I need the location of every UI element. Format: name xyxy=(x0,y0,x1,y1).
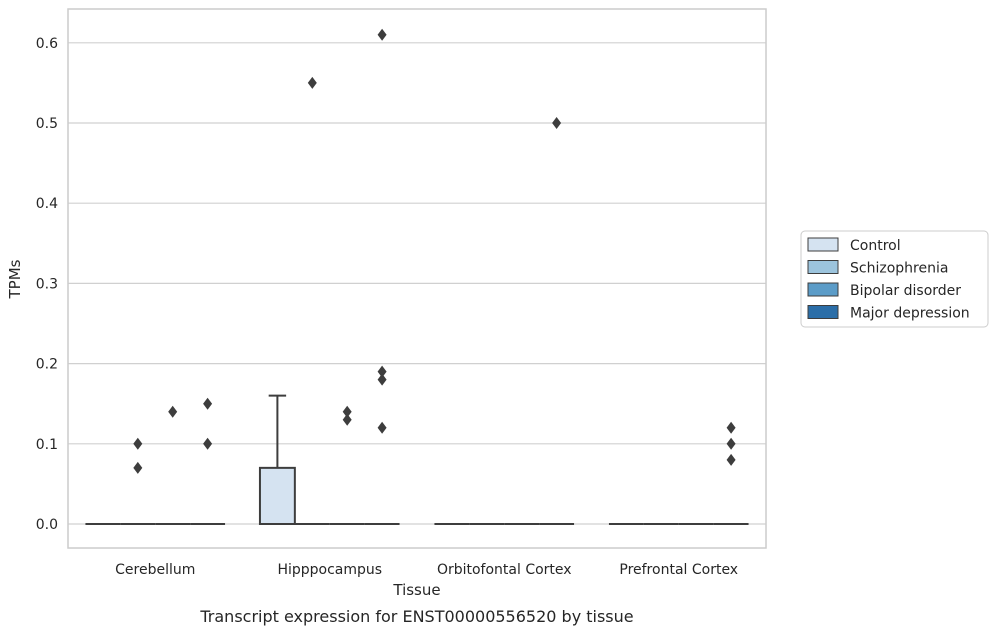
outlier-point xyxy=(377,421,387,434)
outlier-point xyxy=(203,437,213,450)
box-body xyxy=(258,466,296,525)
box-control xyxy=(258,394,296,525)
boxes xyxy=(85,394,749,525)
outlier-point xyxy=(552,117,562,129)
x-tick-labels: Cerebellum Hipppocampus Orbitofontal Corte… xyxy=(115,562,738,578)
y-tick-label: 0.4 xyxy=(36,196,58,212)
y-axis-title: TPMs xyxy=(6,259,24,299)
x-tick-label: Hipppocampus xyxy=(277,562,382,578)
outlier-point xyxy=(203,397,213,410)
x-tick-label: Cerebellum xyxy=(115,562,195,578)
legend-label: Control xyxy=(850,238,901,254)
legend-label: Major depression xyxy=(850,306,970,322)
outlier-point xyxy=(377,365,387,378)
legend-frame xyxy=(800,230,989,328)
outliers xyxy=(133,28,736,474)
outlier-point xyxy=(133,437,143,450)
outlier-point xyxy=(377,28,387,41)
chart-caption: Transcript expression for ENST0000055652… xyxy=(199,607,633,626)
legend-label: Schizophrenia xyxy=(850,261,948,277)
outlier-point xyxy=(726,421,736,434)
legend-swatch xyxy=(807,237,839,252)
y-tick-label: 0.1 xyxy=(36,437,58,453)
plot-frame xyxy=(67,8,767,549)
outlier-point xyxy=(342,405,352,418)
x-tick-label: Prefrontal Cortex xyxy=(619,562,738,578)
y-tick-label: 0.6 xyxy=(36,36,58,52)
legend-label: Bipolar disorder xyxy=(850,283,961,299)
outlier-point xyxy=(307,76,317,89)
y-tick-label: 0.2 xyxy=(36,357,58,373)
y-tick-label: 0.5 xyxy=(36,116,58,132)
outlier-point xyxy=(377,373,387,386)
outlier-point xyxy=(168,405,178,418)
y-tick-label: 0.0 xyxy=(36,517,58,533)
legend-swatch xyxy=(807,305,839,319)
x-axis-title: Tissue xyxy=(392,581,440,599)
y-tick-labels: 0.0 0.1 0.2 0.3 0.4 0.5 0.6 xyxy=(36,36,58,533)
outlier-point xyxy=(342,413,352,426)
x-tick-label: Orbitofontal Cortex xyxy=(437,562,572,578)
outlier-point xyxy=(133,461,143,474)
legend: Control Schizophrenia Bipolar disorder Majo… xyxy=(800,230,989,328)
legend-swatch xyxy=(807,260,839,274)
outlier-point xyxy=(726,453,736,466)
outlier-point xyxy=(726,437,736,450)
legend-swatch xyxy=(807,282,839,297)
y-tick-label: 0.3 xyxy=(36,276,58,292)
